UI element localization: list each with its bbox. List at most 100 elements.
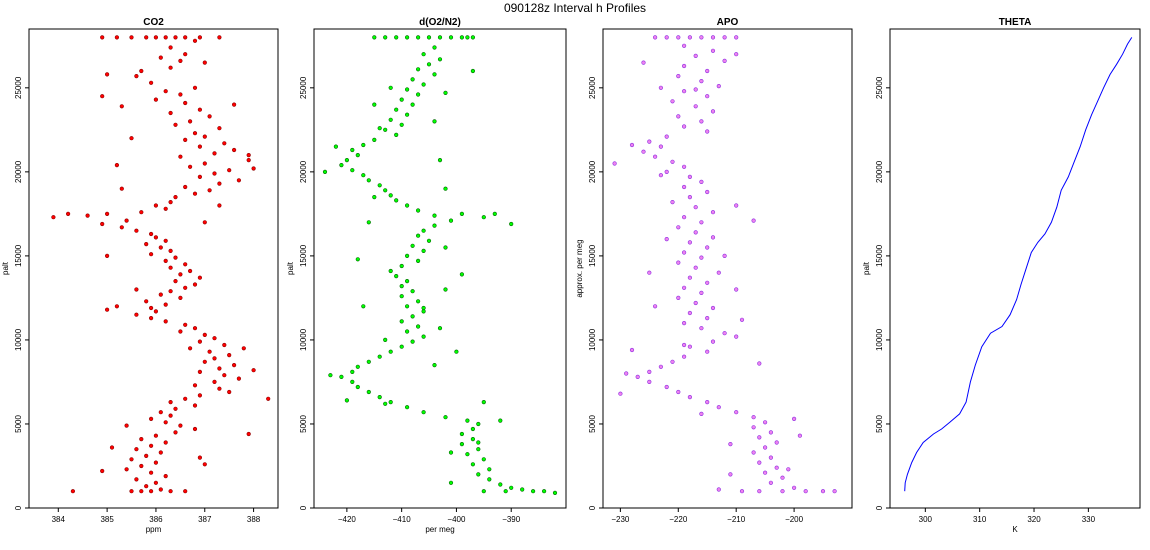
data-point — [699, 220, 704, 225]
y-tick-label: 20000 — [875, 160, 884, 183]
data-point — [405, 87, 410, 92]
data-point — [470, 35, 476, 40]
y-axis-label: palt — [862, 261, 871, 275]
data-point — [681, 63, 687, 69]
data-point — [129, 136, 134, 141]
x-tick-label: 386 — [149, 515, 163, 524]
data-point — [222, 141, 227, 146]
y-tick-label: 25000 — [588, 76, 597, 99]
data-point — [699, 255, 704, 260]
data-point — [192, 282, 198, 287]
data-point — [372, 137, 377, 142]
data-point — [134, 447, 139, 452]
data-point — [168, 489, 173, 494]
data-point — [681, 342, 687, 348]
data-point — [687, 310, 693, 316]
x-tick-label: −230 — [611, 515, 630, 524]
data-point — [394, 198, 399, 203]
data-point — [541, 489, 547, 494]
data-point — [705, 94, 710, 99]
data-point — [236, 178, 241, 183]
y-axis-label: palt — [286, 261, 295, 275]
data-point — [699, 179, 704, 184]
data-point — [344, 158, 350, 163]
data-point — [476, 447, 481, 452]
data-point — [676, 35, 681, 40]
data-point — [183, 52, 188, 57]
data-point — [443, 245, 448, 250]
data-point — [355, 364, 360, 369]
data-point — [416, 324, 421, 329]
data-point — [658, 173, 664, 178]
data-point — [465, 418, 470, 423]
data-point — [339, 163, 344, 168]
data-point — [454, 349, 459, 354]
data-point — [202, 462, 207, 467]
data-point — [104, 307, 110, 312]
data-point — [339, 374, 344, 380]
data-point — [774, 440, 779, 445]
data-point — [612, 161, 617, 166]
data-point — [100, 94, 105, 99]
data-point — [705, 400, 710, 405]
data-point — [139, 489, 144, 494]
data-point — [710, 210, 716, 215]
data-point — [624, 371, 629, 376]
panel-3: THETA 300 310 320 330 0 5000 10000 15000 20000 250… — [862, 17, 1141, 534]
data-point — [716, 270, 721, 275]
data-point — [421, 228, 426, 233]
data-point — [183, 489, 188, 494]
x-axis-label: per meg — [425, 525, 454, 534]
y-axis-label: palt — [1, 261, 10, 275]
data-point — [188, 119, 193, 124]
data-point — [647, 379, 652, 385]
data-point — [681, 354, 687, 359]
data-point — [687, 395, 693, 400]
y-axis-label: approx. per meg — [575, 239, 584, 297]
data-point — [51, 215, 56, 220]
data-point — [503, 489, 508, 494]
data-point — [168, 400, 173, 405]
data-point — [710, 235, 716, 240]
panels: CO2 384 385 386 387 388 0 5000 10000 15000 20000 25… — [1, 17, 1141, 534]
data-point — [366, 178, 371, 183]
data-point — [246, 158, 251, 163]
data-point — [426, 62, 432, 67]
panel-title: THETA — [999, 17, 1032, 28]
data-point — [355, 257, 360, 262]
data-point — [366, 220, 371, 225]
data-point — [448, 480, 454, 485]
data-point — [183, 396, 188, 401]
data-point — [432, 363, 437, 368]
data-point — [652, 35, 658, 40]
data-point — [459, 35, 465, 40]
data-point — [104, 211, 110, 216]
data-point — [699, 78, 704, 84]
data-point — [687, 275, 693, 280]
data-point — [178, 154, 183, 159]
x-tick-label: −210 — [727, 515, 746, 524]
data-point — [144, 484, 149, 489]
data-point — [676, 260, 681, 265]
data-point — [487, 467, 492, 472]
data-point — [421, 334, 426, 339]
data-point — [241, 346, 246, 351]
data-point — [114, 35, 119, 40]
data-point — [144, 35, 149, 40]
data-point — [728, 472, 733, 477]
data-point — [751, 218, 756, 223]
data-point — [681, 250, 687, 255]
data-point — [134, 287, 139, 292]
data-point — [266, 396, 271, 401]
data-point — [687, 344, 693, 349]
data-point — [791, 416, 797, 422]
data-point — [443, 415, 448, 420]
data-point — [183, 35, 188, 40]
data-point — [676, 295, 681, 301]
data-point — [192, 191, 198, 196]
data-point — [149, 316, 154, 321]
data-point — [217, 181, 222, 186]
data-point — [641, 149, 646, 154]
data-point — [705, 245, 710, 250]
data-point — [134, 73, 139, 79]
